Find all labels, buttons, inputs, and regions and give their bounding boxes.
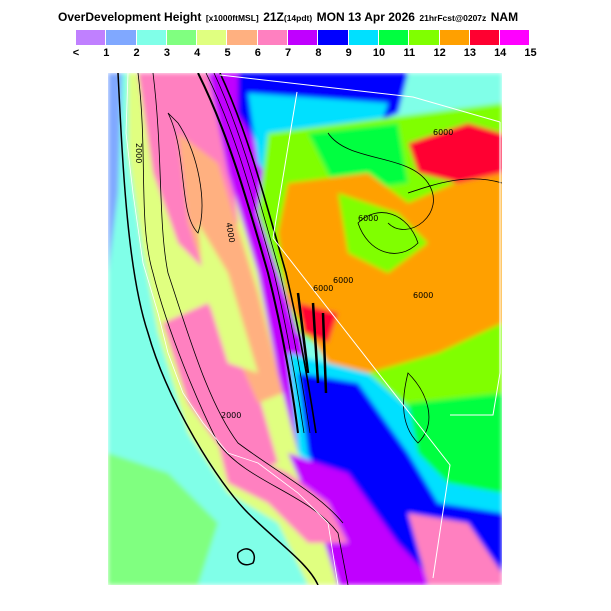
coastline (125, 73, 339, 585)
legend-swatch (257, 30, 288, 45)
legend-ticks: <1 2 3 4 5 6 7 8 9 10 11 12 13 14 15 (70, 47, 550, 61)
legend-swatch (106, 30, 136, 45)
legend-swatch (227, 30, 257, 45)
legend-swatch (76, 30, 106, 45)
legend-tick-label: 7 (285, 47, 292, 59)
legend-tick-label: 4 (194, 47, 201, 59)
local-time: (14pdt) (283, 13, 313, 23)
legend-swatch (469, 30, 500, 45)
contour-label: 6000 (413, 291, 433, 300)
legend-swatch (197, 30, 227, 45)
legend-swatch (166, 30, 197, 45)
legend-swatch (288, 30, 318, 45)
date: MON 13 Apr 2026 (316, 10, 415, 24)
legend-tick-label: 5 (224, 47, 231, 59)
state-borders (125, 73, 501, 585)
valid-time: 21Z (263, 10, 284, 24)
product-name: OverDevelopment Height (58, 10, 202, 24)
red-patch (298, 303, 338, 343)
model-name: NAM (490, 10, 519, 24)
legend-swatch (318, 30, 348, 45)
contour-lines (117, 73, 502, 585)
oregon-border (219, 74, 501, 123)
contour-label: 6000 (313, 284, 333, 293)
legend-swatch (378, 30, 409, 45)
legend-tick-label: 6 (254, 47, 261, 59)
valley-yellow (198, 223, 258, 373)
chart-title: OverDevelopment Height [x1000ftMSL] 21Z(… (58, 8, 603, 26)
south-purple (288, 453, 438, 585)
nevada-green2 (308, 123, 408, 193)
contour-label: 4000 (224, 222, 236, 244)
legend-tick-label: 10 (372, 47, 386, 59)
legend-tick-label: 12 (433, 47, 446, 59)
nv-ut-border (450, 122, 501, 416)
forecast-hour: 21hrFcst@0207z (419, 13, 487, 23)
units: [x1000ftMSL] (205, 13, 259, 23)
northeast-red (408, 123, 502, 183)
contour-label: 6000 (358, 214, 378, 223)
south-coast-pink (218, 443, 348, 543)
legend-tick-label: < (72, 47, 80, 59)
weather-map: 2000 6000 4000 6000 6000 6000 6000 2000 (108, 73, 502, 585)
nevada-green-mid (338, 193, 428, 273)
offshore-green (108, 453, 218, 585)
legend-swatch (500, 30, 530, 45)
legend-swatch (136, 30, 166, 45)
legend-tick-label: 3 (163, 47, 170, 59)
color-legend (76, 30, 530, 45)
contour-label: 2000 (221, 411, 241, 420)
offshore-low (108, 73, 122, 273)
southeast-pink (408, 513, 502, 585)
legend-tick-label: 15 (524, 47, 537, 59)
contour-label: 6000 (433, 128, 453, 137)
legend-tick-label: 11 (403, 47, 416, 59)
legend-tick-label: 8 (315, 47, 322, 59)
legend-tick-label: 14 (494, 47, 507, 59)
contour-label: 6000 (333, 276, 353, 285)
legend-tick-label: 1 (103, 47, 110, 59)
ca-nv-border (272, 91, 451, 579)
central-valley (178, 133, 283, 403)
legend-tick-label: 9 (345, 47, 352, 59)
legend-swatch (348, 30, 378, 45)
south-green (408, 393, 502, 493)
contour-label-group: 2000 6000 4000 6000 6000 6000 6000 2000 (134, 128, 453, 420)
legend-tick-label: 13 (463, 47, 477, 59)
legend-swatch (439, 30, 469, 45)
legend-swatch (409, 30, 439, 45)
contour-label: 2000 (134, 143, 143, 163)
legend-tick-label: 2 (133, 47, 140, 59)
